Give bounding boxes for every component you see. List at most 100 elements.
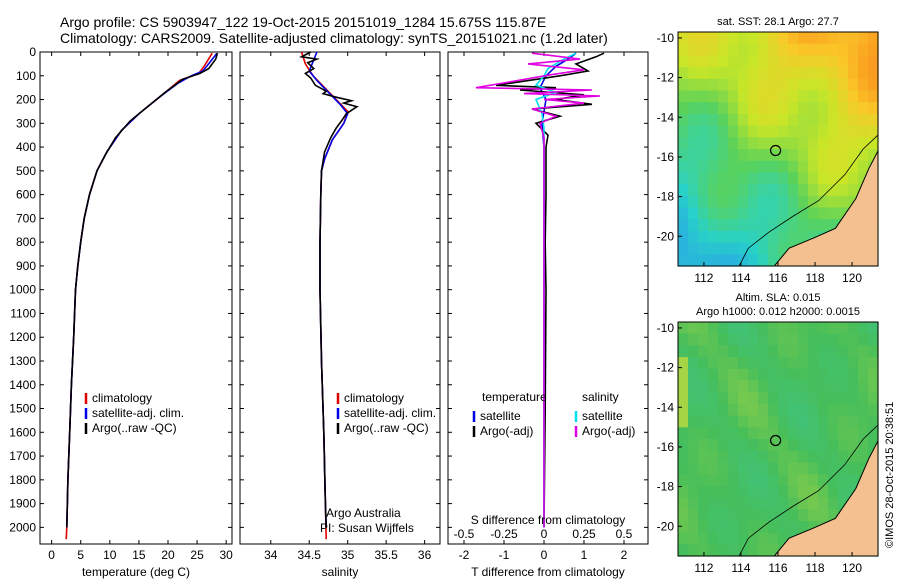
sla-map-cell — [748, 544, 759, 557]
sst-map-cell — [698, 172, 709, 185]
sst-map-cell — [768, 172, 779, 185]
salinity-profile-xtick-label: 36 — [418, 548, 432, 562]
sla-map-cell — [798, 474, 809, 487]
sla-map-cell — [758, 380, 769, 393]
sla-map-cell — [688, 474, 699, 487]
sst-map-cell — [738, 242, 749, 255]
sla-map-cell — [778, 392, 789, 405]
sst-map-cell — [778, 184, 789, 197]
sst-map-cell — [788, 172, 799, 185]
sst-map-cell — [778, 32, 789, 45]
sst-map-cell — [848, 137, 859, 150]
sla-map-cell — [838, 392, 849, 405]
sst-map-cell — [868, 55, 879, 68]
sla-map-cell — [858, 368, 869, 382]
sla-map-cell — [768, 403, 779, 417]
sst-map-cell — [698, 43, 709, 56]
sla-map-cell — [858, 345, 869, 358]
sst-map-cell — [718, 137, 729, 150]
sla-map-cell — [688, 357, 699, 370]
sla-map-cell — [848, 403, 859, 417]
sst-map-cell — [688, 90, 699, 103]
sst-map-cell — [698, 160, 709, 173]
sla-map-cell — [728, 392, 739, 405]
sla-map-cell — [848, 415, 859, 428]
sst-map-cell — [828, 90, 839, 103]
sst-map-cell — [678, 67, 689, 80]
sla-map-cell — [708, 322, 719, 335]
sla-map-cell — [868, 392, 879, 405]
sla-map-cell — [738, 415, 749, 428]
sst-map-cell — [698, 67, 709, 80]
diff-legend-sal-title: salinity — [582, 390, 619, 404]
sst-map-cell — [688, 160, 699, 173]
sst-map-cell — [798, 137, 809, 150]
sst-map-cell — [728, 78, 739, 92]
sla-map-cell — [748, 392, 759, 405]
sla-map-cell — [708, 485, 719, 499]
sst-map-cell — [688, 137, 699, 150]
sst-map-cell — [718, 43, 729, 56]
sst-map-cell — [808, 32, 819, 45]
sla-map-cell — [738, 357, 749, 370]
sla-map-cell — [698, 345, 709, 358]
sla-map-cell — [748, 497, 759, 510]
sla-map-cell — [758, 322, 769, 335]
sla-map-cell — [778, 462, 789, 475]
depth-tick-label: 1000 — [9, 283, 36, 297]
sla-map-cell — [768, 427, 779, 440]
sst-map-cell — [828, 102, 839, 115]
sla-map-cell — [728, 544, 739, 557]
sla-map-cell — [778, 380, 789, 393]
sla-map-cell — [818, 368, 829, 382]
sla-map-cell — [728, 532, 739, 545]
temperature-profile-xtick-label: 20 — [161, 548, 175, 562]
sla-map-cell — [788, 462, 799, 475]
sla-map-cell — [758, 427, 769, 440]
sst-map-cell — [798, 219, 809, 232]
sst-map-cell — [718, 160, 729, 173]
sst-map-cell — [738, 254, 749, 267]
sst-map-cell — [728, 67, 739, 80]
sst-map-cell — [688, 78, 699, 92]
salinity-profile-xtick-label: 34 — [264, 548, 278, 562]
difference-profile-series-t-argo-adj- — [495, 52, 605, 528]
sla-map-cell — [748, 333, 759, 346]
sla-map-cell — [798, 345, 809, 358]
sla-map-cell — [678, 532, 689, 545]
imos-watermark: ©IMOS 28-Oct-2015 20:38:51 — [884, 402, 896, 548]
sla-map-cell — [718, 322, 729, 335]
sst-map-cell — [728, 242, 739, 255]
sla-map-cell — [808, 380, 819, 393]
sla-map-cell — [698, 415, 709, 428]
sla-map-cell — [798, 485, 809, 499]
sst-map-cell — [748, 207, 759, 220]
sla-map-cell — [848, 368, 859, 382]
sst-map-cell — [768, 113, 779, 127]
sla-map-cell — [768, 392, 779, 405]
salinity-profile-series-argo-raw-qc- — [298, 51, 359, 528]
sla-map-cell — [848, 427, 859, 440]
diff-legend-label: Argo(-adj) — [582, 424, 635, 438]
sla-map-cell — [808, 415, 819, 428]
sla-map-xtick-label: 112 — [694, 561, 713, 575]
sst-map-cell — [708, 195, 719, 209]
sst-map-cell — [678, 137, 689, 150]
sst-map-cell — [848, 55, 859, 68]
sst-map-cell — [758, 90, 769, 103]
depth-tick-label: 1600 — [9, 425, 36, 439]
sst-map-cell — [778, 113, 789, 127]
sla-map-cell — [808, 333, 819, 346]
sla-map-cell — [758, 474, 769, 487]
sla-map-cell — [788, 403, 799, 417]
sla-map-cell — [798, 427, 809, 440]
sst-map-cell — [868, 90, 879, 103]
sst-map-cell — [838, 55, 849, 68]
sla-map-cell — [688, 345, 699, 358]
sla-map-cell — [708, 462, 719, 475]
sla-map-cell — [728, 345, 739, 358]
sst-map-cell — [708, 32, 719, 45]
sst-map-cell — [688, 67, 699, 80]
sla-map-cell — [828, 333, 839, 346]
